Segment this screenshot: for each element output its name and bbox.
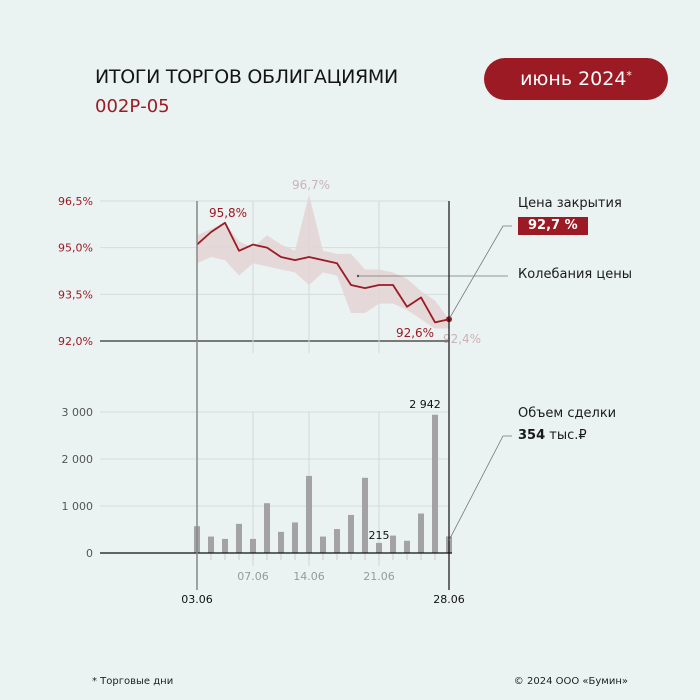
max-range-label: 96,7%: [292, 178, 330, 192]
period-label: июнь 2024: [520, 68, 627, 90]
y-tick-label: 0: [86, 547, 93, 560]
volume-unit: тыс.₽: [545, 428, 587, 443]
volume-bar: [250, 538, 256, 553]
volume-bar: [208, 536, 214, 553]
range-legend-dot: [356, 274, 360, 278]
volume-bar: [306, 475, 312, 553]
volume-bar: [348, 514, 354, 553]
x-tick-label: 07.06: [237, 570, 269, 583]
y-tick-label: 95,0%: [58, 242, 93, 255]
y-tick-label: 2 000: [62, 453, 94, 466]
volume-bar: [376, 542, 382, 553]
x-tick-label: 03.06: [181, 593, 213, 606]
volume-bar: [404, 540, 410, 553]
x-tick-label: 28.06: [433, 593, 465, 606]
min-close-label: 92,6%: [396, 326, 434, 340]
y-tick-label: 92,0%: [58, 335, 93, 348]
volume-bar: [390, 535, 396, 553]
bond-code: 002Р-05: [95, 96, 170, 117]
volume-bar: [418, 513, 424, 553]
page-title: ИТОГИ ТОРГОВ ОБЛИГАЦИЯМИ: [95, 66, 398, 88]
y-tick-label: 96,5%: [58, 195, 93, 208]
volume-legend-title: Объем сделки: [518, 406, 617, 421]
volume-bar: [222, 538, 228, 553]
y-tick-label: 3 000: [62, 406, 94, 419]
close-price-badge: 92,7 %: [518, 217, 588, 235]
y-tick-label: 1 000: [62, 500, 94, 513]
price-range-legend-title: Колебания цены: [518, 267, 632, 282]
volume-bar: [278, 531, 284, 553]
volume-value: 354 тыс.₽: [518, 428, 587, 443]
volume-bar: [432, 414, 438, 553]
y-tick-label: 93,5%: [58, 288, 93, 301]
x-tick-label: 14.06: [293, 570, 325, 583]
min-volume-label: 215: [369, 529, 390, 542]
copyright: © 2024 ООО «Бумин»: [513, 676, 628, 687]
volume-legend-connector: [448, 435, 512, 541]
max-volume-label: 2 942: [409, 398, 441, 411]
volume-bar: [236, 523, 242, 553]
period-badge: июнь 2024 *: [484, 58, 668, 100]
volume-bar: [264, 503, 270, 553]
volume-bar: [292, 522, 298, 553]
close-price-legend-title: Цена закрытия: [518, 196, 622, 211]
max-close-label: 95,8%: [209, 206, 247, 220]
footnote-mark: *: [626, 68, 632, 82]
footnote: * Торговые дни: [92, 676, 174, 687]
volume-bar: [320, 536, 326, 553]
x-tick-label: 21.06: [363, 570, 395, 583]
volume-bar: [334, 529, 340, 553]
close-legend-connector: [448, 225, 512, 320]
price-range-band: [197, 194, 449, 329]
min-range-label: 92,4%: [443, 332, 481, 346]
volume-number: 354: [518, 428, 546, 443]
close-price-line: [196, 221, 450, 324]
volume-bar: [362, 477, 368, 553]
